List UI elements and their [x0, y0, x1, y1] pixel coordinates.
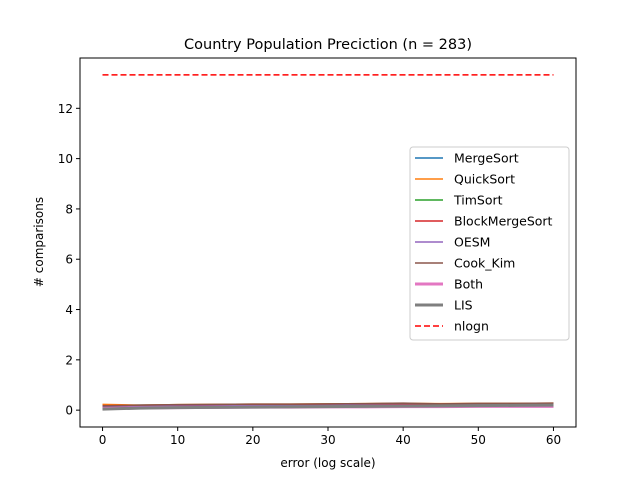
- x-tick-label: 50: [471, 433, 486, 447]
- y-tick-label: 8: [65, 202, 73, 216]
- legend-label-mergesort: MergeSort: [454, 151, 519, 166]
- y-tick-label: 12: [58, 102, 73, 116]
- y-tick-label: 6: [65, 253, 73, 267]
- legend-label-nlogn: nlogn: [454, 319, 489, 334]
- x-tick-label: 60: [546, 433, 561, 447]
- x-tick-label: 30: [320, 433, 335, 447]
- legend-label-timsort: TimSort: [453, 193, 503, 208]
- legend-label-quicksort: QuickSort: [454, 172, 515, 187]
- y-tick-label: 0: [65, 404, 73, 418]
- x-tick-label: 20: [245, 433, 260, 447]
- chart-title: Country Population Preciction (n = 283): [184, 37, 472, 53]
- series-layer: [102, 74, 554, 411]
- legend-label-blockmergesort: BlockMergeSort: [454, 214, 553, 229]
- x-tick-label: 40: [396, 433, 411, 447]
- legend-label-both: Both: [454, 277, 483, 292]
- legend-label-cook-kim: Cook_Kim: [454, 256, 515, 271]
- ticks-layer: 0 10 20 30 40 50 60 0 2 4 6 8 10 12: [58, 102, 561, 447]
- x-tick-label: 0: [99, 433, 107, 447]
- series-line-cook-kim: [102, 402, 554, 407]
- legend-label-oesm: OESM: [454, 235, 490, 250]
- y-axis-label: # comparisons: [32, 197, 46, 287]
- y-tick-label: 2: [65, 353, 73, 367]
- y-tick-label: 4: [65, 303, 73, 317]
- y-tick-label: 10: [58, 152, 73, 166]
- legend-label-lis: LIS: [454, 298, 473, 313]
- x-tick-label: 10: [170, 433, 185, 447]
- series-line-lis: [102, 403, 554, 411]
- legend-box: [409, 146, 570, 341]
- x-axis-label: error (log scale): [280, 456, 375, 470]
- legend: MergeSort QuickSort TimSort BlockMergeSort O…: [409, 146, 570, 341]
